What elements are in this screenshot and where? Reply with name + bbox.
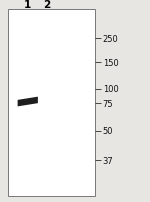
Text: 75: 75: [103, 99, 113, 108]
Text: 100: 100: [103, 85, 119, 94]
Text: 50: 50: [103, 126, 113, 135]
Text: 150: 150: [103, 59, 119, 67]
Text: 37: 37: [103, 156, 114, 165]
Polygon shape: [18, 97, 38, 107]
Text: 1: 1: [24, 0, 31, 10]
Text: 2: 2: [44, 0, 51, 10]
Bar: [8, 10, 94, 196]
Text: 250: 250: [103, 34, 119, 43]
